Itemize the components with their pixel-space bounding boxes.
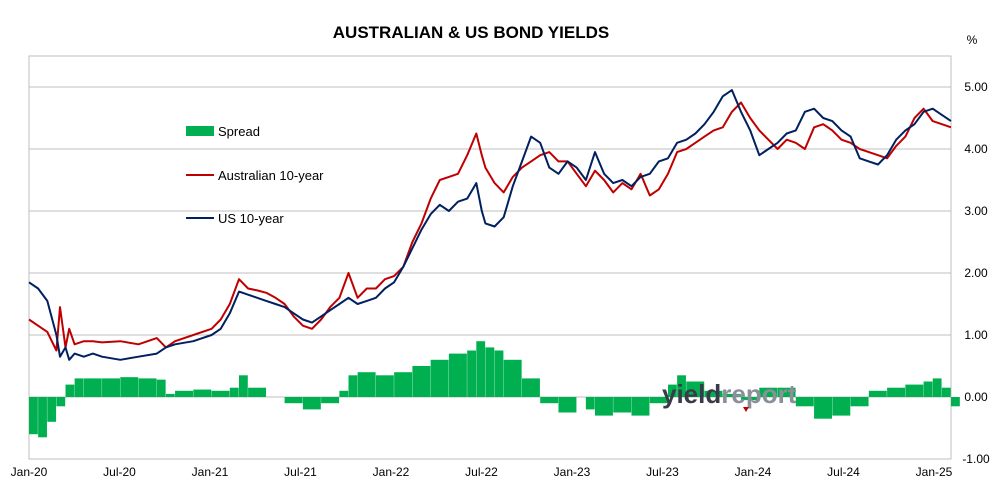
spread-bar <box>430 359 449 397</box>
spread-bar <box>284 397 303 404</box>
y-tick-label: 0.00 <box>964 390 988 404</box>
spread-bar <box>613 397 632 413</box>
chart-title: AUSTRALIAN & US BOND YIELDS <box>333 23 609 42</box>
legend-label-australian-10-year: Australian 10-year <box>218 168 324 183</box>
spread-bar <box>521 378 540 397</box>
spread-bar <box>503 359 522 397</box>
legend-swatch-spread <box>186 126 214 136</box>
spread-bar <box>357 372 376 397</box>
spread-bar <box>649 397 668 404</box>
spread-bar <box>412 366 431 397</box>
y-tick-label: 4.00 <box>964 142 988 156</box>
plot-area-frame <box>28 55 952 460</box>
spread-bar <box>795 397 814 407</box>
spread-bar <box>850 397 869 407</box>
spread-bar <box>193 389 212 397</box>
legend: Spread Australian 10-year US 10-year <box>186 124 324 226</box>
spread-bar <box>102 378 120 397</box>
y-tick-label: 5.00 <box>964 80 988 94</box>
spread-bar <box>741 397 759 401</box>
spread-bar <box>868 390 887 397</box>
spread-bar <box>302 397 321 410</box>
australian-10-year-line <box>28 101 952 352</box>
spread-bar <box>905 384 924 397</box>
spread-bar <box>677 375 686 397</box>
spread-bar <box>923 381 933 397</box>
spread-bar <box>814 397 833 419</box>
x-tick-label: Jul-20 <box>103 465 136 479</box>
spread-bar <box>65 384 75 397</box>
yieldreport-logo: yieldreport <box>662 379 797 412</box>
x-tick-label: Jul-22 <box>465 465 498 479</box>
yield-lines <box>28 89 952 361</box>
spread-bar <box>394 372 413 397</box>
spread-bar <box>887 387 906 397</box>
spread-bar <box>138 378 157 397</box>
y-axis-unit-label: % <box>967 33 978 47</box>
spread-bar <box>585 397 595 410</box>
spread-bar <box>668 384 677 397</box>
spread-bar <box>704 390 723 397</box>
spread-bar <box>56 397 66 407</box>
spread-bar <box>38 397 47 438</box>
spread-bar <box>951 397 960 407</box>
spread-bar <box>722 393 741 397</box>
spread-bar <box>29 397 38 435</box>
x-tick-label: Jan-23 <box>554 465 591 479</box>
spread-bar <box>74 378 84 397</box>
legend-label-spread: Spread <box>218 124 260 139</box>
spread-bar <box>594 397 613 416</box>
x-tick-label: Jan-24 <box>735 465 772 479</box>
spread-bar <box>759 387 778 397</box>
x-tick-label: Jan-20 <box>11 465 48 479</box>
spread-bar <box>540 397 559 404</box>
spread-bar <box>494 350 504 397</box>
spread-bar <box>558 397 577 413</box>
x-tick-label: Jan-22 <box>373 465 410 479</box>
logo-accent-mark <box>743 407 749 412</box>
spread-bar <box>631 397 650 416</box>
spread-bar <box>832 397 851 416</box>
logo-text: yieldreport <box>662 379 797 409</box>
x-tick-label: Jul-21 <box>284 465 317 479</box>
y-tick-label: 1.00 <box>964 328 988 342</box>
spread-bar <box>777 387 796 397</box>
spread-bar <box>165 393 175 397</box>
spread-bar <box>83 378 102 397</box>
spread-bar <box>156 379 166 397</box>
spread-bar <box>467 350 477 397</box>
spread-bars <box>29 341 960 438</box>
y-tick-label: 2.00 <box>964 266 988 280</box>
x-tick-label: Jan-21 <box>192 465 229 479</box>
spread-bar <box>120 377 139 397</box>
y-tick-label: 3.00 <box>964 204 988 218</box>
spread-bar <box>229 387 239 397</box>
x-axis-ticks: Jan-20 Jul-20 Jan-21 Jul-21 Jan-22 Jul-22 Jan-… <box>11 465 953 479</box>
spread-bar <box>348 375 358 397</box>
spread-bar <box>476 341 486 397</box>
x-tick-label: Jan-25 <box>916 465 953 479</box>
spread-bar <box>448 353 467 397</box>
y-axis-ticks: 5.00 4.00 3.00 2.00 1.00 0.00 -1.00 <box>962 80 990 466</box>
spread-bar <box>47 397 57 422</box>
spread-bar <box>941 387 951 397</box>
x-tick-label: Jul-23 <box>646 465 679 479</box>
spread-bar <box>175 390 194 397</box>
spread-bar <box>932 378 942 397</box>
spread-bar <box>485 347 495 397</box>
us-10-year-line <box>28 89 952 361</box>
spread-bar <box>211 390 230 397</box>
y-tick-label: -1.00 <box>962 452 990 466</box>
legend-label-us-10-year: US 10-year <box>218 211 284 226</box>
spread-bar <box>339 390 349 397</box>
spread-bar <box>375 375 394 397</box>
spread-bar <box>238 375 248 397</box>
x-tick-label: Jul-24 <box>827 465 860 479</box>
spread-bar <box>321 397 340 404</box>
spread-bar <box>248 387 267 397</box>
spread-bar <box>686 381 705 397</box>
